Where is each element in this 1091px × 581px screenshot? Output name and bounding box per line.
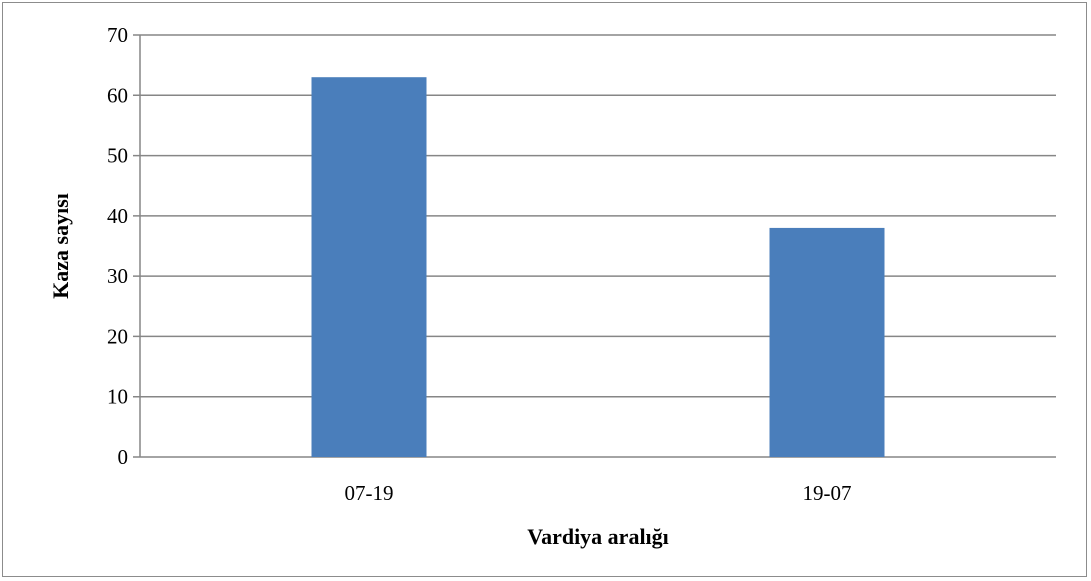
x-tick-label: 19-07 <box>803 481 852 505</box>
y-tick-label: 60 <box>107 83 128 107</box>
y-tick-label: 40 <box>107 204 128 228</box>
x-tick-labels: 07-19 19-07 <box>345 481 852 505</box>
x-axis-title: Vardiya aralığı <box>527 524 669 549</box>
y-tick-labels: 0 10 20 30 40 50 60 70 <box>107 23 128 469</box>
y-tick-label: 20 <box>107 324 128 348</box>
gridlines <box>133 34 1056 458</box>
bar-19-07 <box>769 227 885 457</box>
y-tick-label: 10 <box>107 385 128 409</box>
y-axis-title: Kaza sayısı <box>48 193 73 299</box>
bar-07-19 <box>311 77 427 457</box>
x-tick-label: 07-19 <box>345 481 394 505</box>
y-tick-label: 0 <box>118 445 129 469</box>
y-tick-label: 70 <box>107 23 128 47</box>
bars <box>311 77 885 457</box>
y-tick-label: 50 <box>107 144 128 168</box>
y-tick-label: 30 <box>107 264 128 288</box>
